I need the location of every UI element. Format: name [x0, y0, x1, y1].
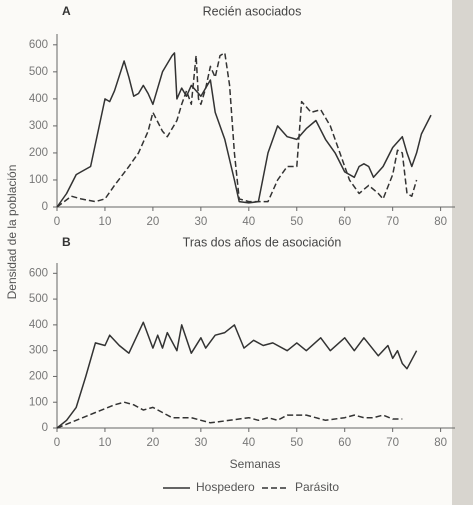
panel-letter: B: [62, 235, 71, 249]
panel-title: Tras dos años de asociación: [183, 235, 342, 249]
y-tick-label: 200: [29, 370, 48, 382]
y-tick-label: 300: [29, 345, 48, 357]
y-tick-label: 600: [29, 39, 48, 51]
x-tick-label: 40: [242, 437, 255, 449]
y-tick-label: 200: [29, 147, 48, 159]
y-tick-label: 400: [29, 319, 48, 331]
x-tick-label: 50: [290, 216, 303, 228]
x-tick-label: 50: [290, 437, 303, 449]
y-tick-label: 0: [42, 422, 48, 434]
legend-label: Parásito: [295, 480, 339, 494]
x-tick-label: 80: [434, 216, 447, 228]
x-tick-label: 10: [99, 437, 112, 449]
y-tick-label: 100: [29, 174, 48, 186]
y-tick-label: 600: [29, 267, 48, 279]
x-axis-label: Semanas: [230, 457, 281, 471]
x-tick-label: 10: [99, 216, 112, 228]
x-tick-label: 20: [147, 216, 160, 228]
x-tick-label: 70: [386, 216, 399, 228]
series-line: [56, 52, 418, 208]
y-tick-label: 500: [29, 293, 48, 305]
y-tick-label: 400: [29, 93, 48, 105]
x-tick-label: 30: [194, 216, 207, 228]
x-tick-label: 60: [338, 216, 351, 228]
x-tick-label: 70: [386, 437, 399, 449]
y-tick-label: 300: [29, 120, 48, 132]
y-tick-label: 0: [42, 201, 48, 213]
y-axis-label: Densidad de la población: [5, 165, 19, 300]
series-line: [56, 52, 432, 208]
x-tick-label: 0: [54, 216, 60, 228]
x-tick-label: 80: [434, 437, 447, 449]
series-line: [56, 321, 418, 429]
legend-label: Hospedero: [196, 480, 255, 494]
x-tick-label: 20: [147, 437, 160, 449]
x-tick-label: 30: [194, 437, 207, 449]
page-edge: [452, 0, 473, 505]
x-tick-label: 0: [54, 437, 60, 449]
series-line: [56, 401, 403, 429]
x-tick-label: 60: [338, 437, 351, 449]
panel-letter: A: [62, 4, 71, 18]
y-tick-label: 100: [29, 396, 48, 408]
x-tick-label: 40: [242, 216, 255, 228]
panel-title: Recién asociados: [203, 4, 302, 18]
y-tick-label: 500: [29, 66, 48, 78]
